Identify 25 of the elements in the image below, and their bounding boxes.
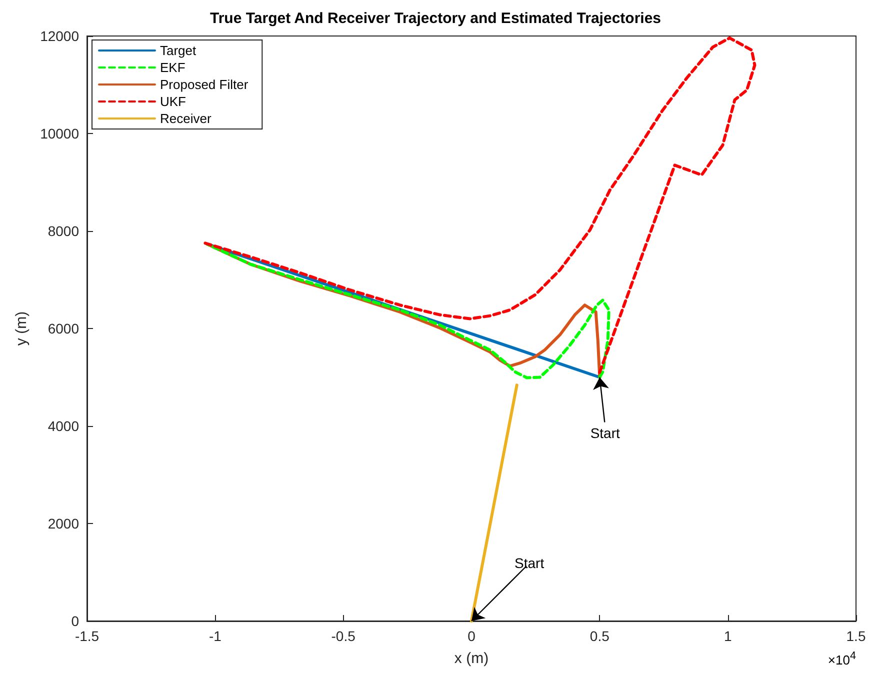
annotation: Start [590,425,620,442]
y-tick-label: 12000 [40,28,80,44]
y-tick-label: 2000 [48,516,80,532]
y-tick-label: 10000 [40,126,80,142]
x-tick-label: -0.5 [331,628,356,644]
text: ×10$^{4}$ [828,650,856,668]
y-axis-title: y (m) [13,311,30,346]
y-tick-label: 4000 [48,418,80,434]
x-tick-label: 0 [468,628,476,644]
x-tick-label: 0.5 [590,628,610,644]
x-tick-label: 1.5 [846,628,866,644]
annotation: Start [514,555,544,572]
x-tick-label: -1 [208,628,222,644]
y-tick-label: 0 [71,613,80,629]
x-axis-title: x (m) [454,650,489,667]
x-tick-label: -1.5 [74,628,100,644]
x-tick-label: 1 [724,628,732,644]
y-tick-label: 6000 [48,320,80,336]
legend-label: EKF [160,60,186,75]
legend-label: UKF [160,94,186,109]
legend-label: Receiver [160,111,212,126]
y-tick-label: 8000 [48,223,80,239]
chart-title: True Target And Receiver Trajectory and Estimated Trajectories [210,10,662,27]
legend-label: Target [160,43,197,58]
legend-label: Proposed Filter [160,77,249,92]
